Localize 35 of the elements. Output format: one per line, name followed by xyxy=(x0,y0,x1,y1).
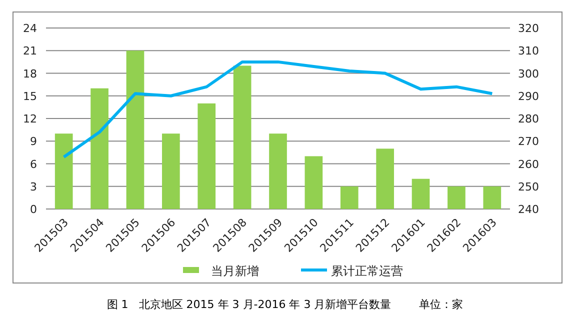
y-tick-label: 6 xyxy=(30,158,37,171)
y2-tick-label: 270 xyxy=(518,135,539,148)
line-series xyxy=(62,60,494,158)
bar xyxy=(233,66,252,209)
bar xyxy=(126,50,144,209)
bar xyxy=(412,178,430,209)
bar xyxy=(54,134,73,209)
y2-tick-label: 260 xyxy=(518,158,539,171)
caption: 图 1 北京地区 2015 年 3 月-2016 年 3 月新增平台数量 单位：家 xyxy=(106,298,464,311)
y2-tick-label: 280 xyxy=(518,112,539,126)
y2-tick-label: 290 xyxy=(518,90,539,103)
y-tick-label: 0 xyxy=(30,203,37,216)
y-tick-label: 18 xyxy=(23,67,37,80)
bar xyxy=(90,88,108,209)
legend-label: 累计正常运营 xyxy=(331,264,403,278)
y2-tick-label: 320 xyxy=(518,22,539,35)
bar xyxy=(198,103,216,209)
bar xyxy=(376,148,394,209)
y2-tick-label: 310 xyxy=(518,44,539,58)
y2-tick-label: 300 xyxy=(518,67,539,80)
y-tick-label: 15 xyxy=(23,90,37,103)
bar xyxy=(304,156,323,209)
bar xyxy=(269,134,287,209)
bar xyxy=(340,186,358,209)
bar xyxy=(448,186,466,209)
y-tick-label: 12 xyxy=(23,112,37,126)
bar xyxy=(483,186,502,209)
y-tick-label: 24 xyxy=(23,22,37,35)
legend-label: 当月新增 xyxy=(211,264,259,278)
y-tick-label: 9 xyxy=(30,135,37,148)
y2-tick-label: 250 xyxy=(518,180,539,194)
y-tick-label: 21 xyxy=(23,44,37,58)
bar xyxy=(162,134,180,209)
y-tick-label: 3 xyxy=(30,180,37,194)
y2-tick-label: 240 xyxy=(518,203,539,216)
